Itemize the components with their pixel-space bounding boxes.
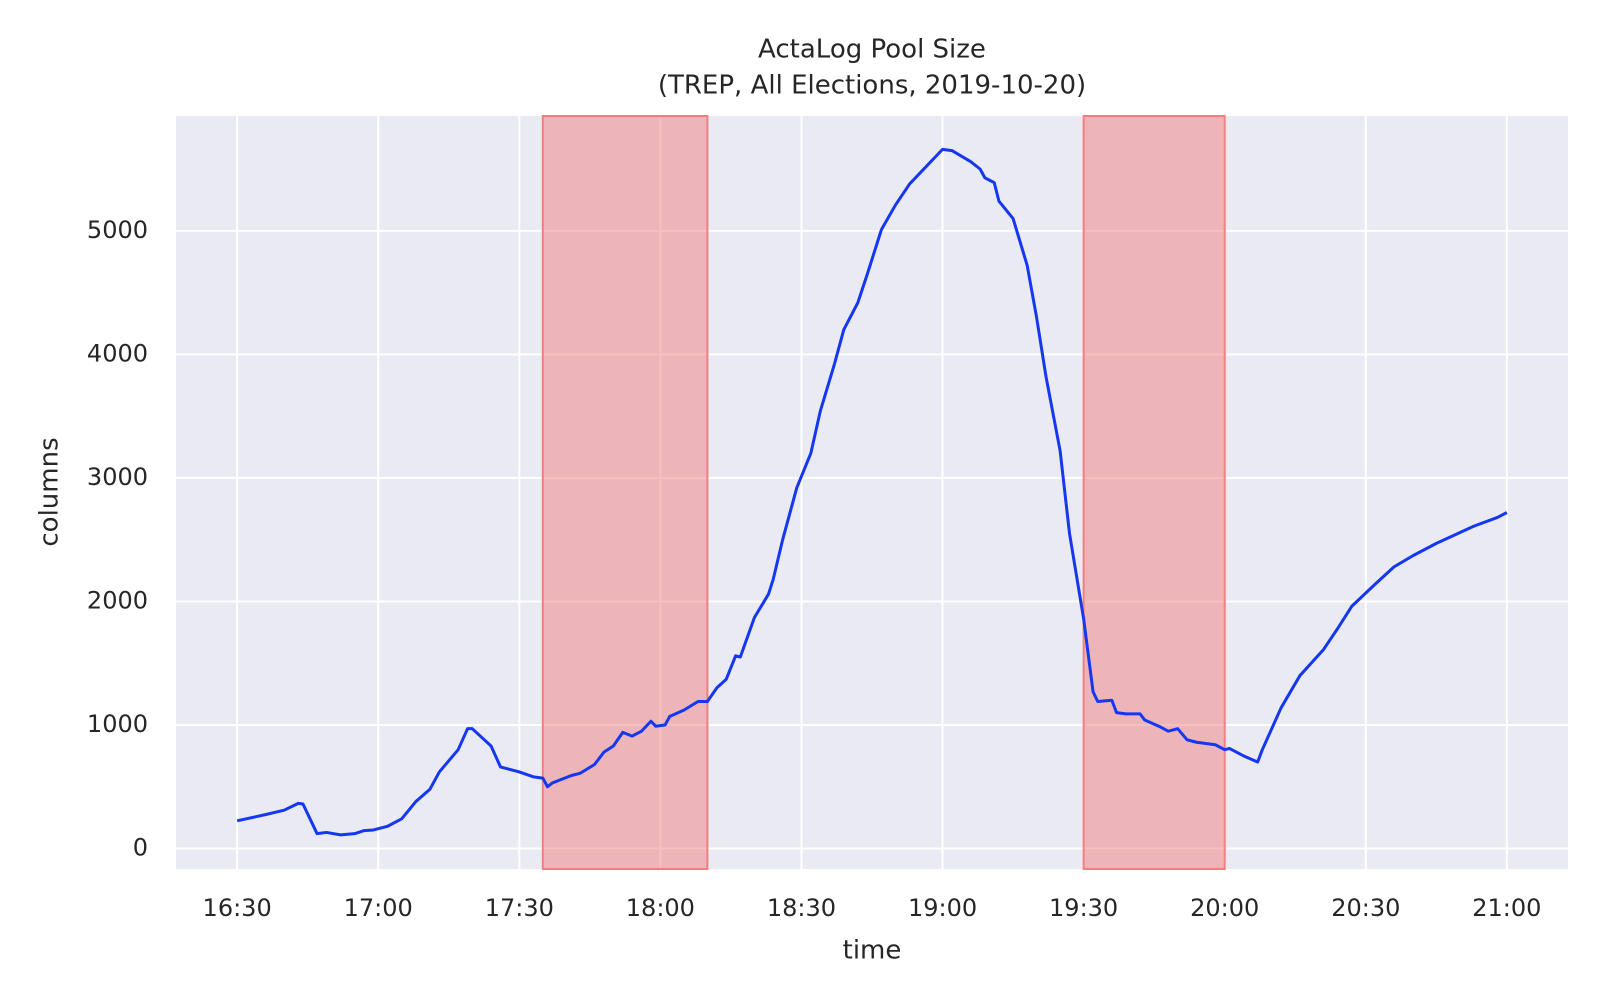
plot-background bbox=[176, 116, 1568, 869]
highlight-span bbox=[541, 115, 709, 870]
highlight-span bbox=[1082, 115, 1226, 870]
x-tick-label: 18:00 bbox=[626, 894, 695, 922]
y-tick-label: 0 bbox=[133, 833, 148, 861]
data-line bbox=[236, 147, 1508, 837]
x-tick-label: 19:00 bbox=[908, 894, 977, 922]
x-tick-label: 16:30 bbox=[203, 894, 272, 922]
y-tick-label: 2000 bbox=[87, 586, 148, 614]
y-axis-label: columns bbox=[35, 437, 65, 546]
x-tick-label: 19:30 bbox=[1049, 894, 1118, 922]
y-tick-label: 3000 bbox=[87, 463, 148, 491]
chart-title: ActaLog Pool Size bbox=[758, 35, 986, 65]
y-tick-label: 1000 bbox=[87, 710, 148, 738]
x-tick-label: 20:30 bbox=[1331, 894, 1400, 922]
x-tick-label: 21:00 bbox=[1472, 894, 1541, 922]
x-tick-label: 18:30 bbox=[767, 894, 836, 922]
x-axis-label: time bbox=[843, 936, 902, 966]
x-tick-label: 20:00 bbox=[1190, 894, 1259, 922]
x-tick-label: 17:30 bbox=[485, 894, 554, 922]
y-tick-label: 4000 bbox=[87, 339, 148, 367]
chart-subtitle: (TREP, All Elections, 2019-10-20) bbox=[658, 71, 1086, 101]
y-tick-label: 5000 bbox=[87, 216, 148, 244]
x-tick-label: 17:00 bbox=[344, 894, 413, 922]
